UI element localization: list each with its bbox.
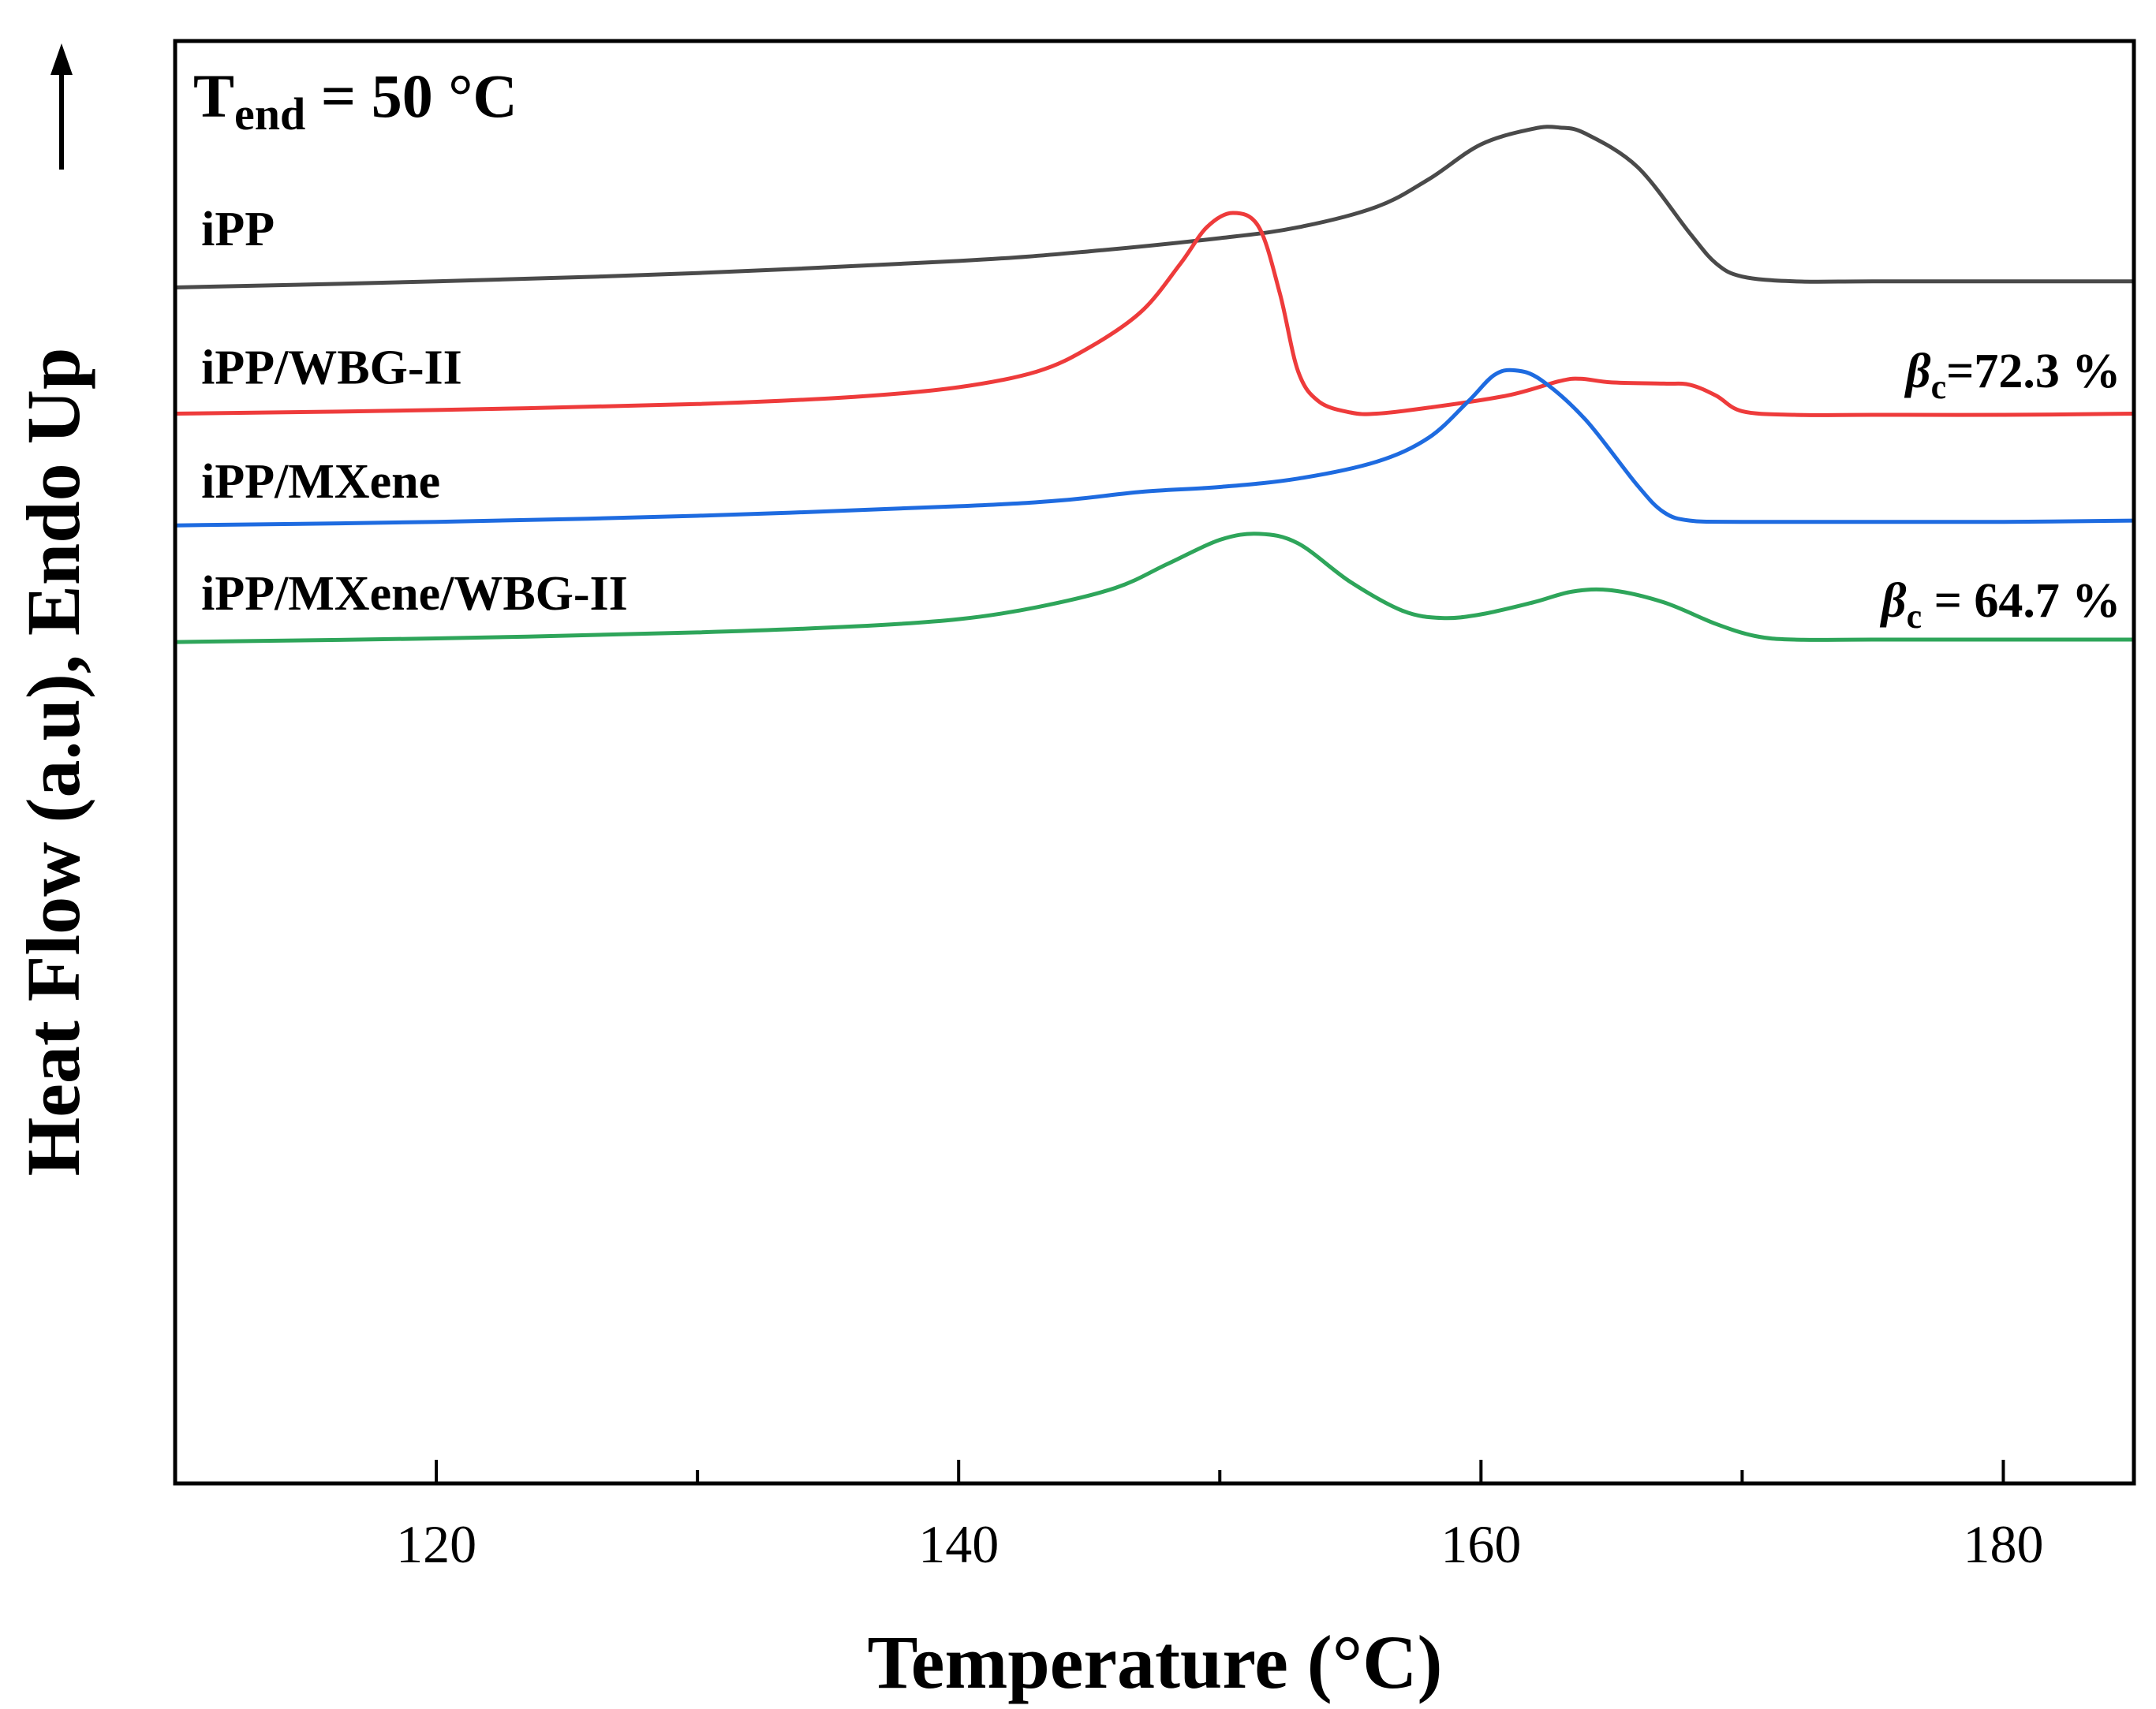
plot-layer: [173, 125, 2136, 644]
title-subscript: end: [234, 88, 305, 140]
x-tick-label: 160: [1440, 1514, 1521, 1574]
beta-subscript: c: [1931, 368, 1947, 406]
title-main: T: [193, 62, 234, 130]
beta-annotation-ipp-wbg-ii: βc=72.3 %: [1904, 345, 2121, 406]
series-line-ipp-wbg-ii: [173, 211, 2136, 417]
chart-title: Tend = 50 °C: [193, 62, 518, 140]
beta-value: =72.3 %: [1946, 345, 2121, 398]
series-line-ipp-mxene: [173, 368, 2136, 528]
beta-subscript: c: [1907, 597, 1922, 636]
x-axis-label: Temperature (°C): [868, 1620, 1443, 1704]
plot-frame: [173, 39, 2136, 1486]
series-label-ipp-mxene-wbg-ii: iPP/MXene/WBG-II: [201, 567, 628, 621]
x-tick-label: 140: [918, 1514, 999, 1574]
series-line-ipp: [173, 125, 2136, 289]
beta-value: = 64.7 %: [1922, 574, 2121, 628]
x-tick-layer: 120 140 160 180: [396, 1460, 2043, 1574]
series-label-ipp-wbg-ii: iPP/WBG-II: [201, 341, 462, 394]
series-label-ipp: iPP: [201, 203, 275, 256]
beta-symbol: β: [1880, 574, 1907, 628]
x-tick-label: 120: [396, 1514, 476, 1574]
title-rest: = 50 °C: [305, 62, 517, 130]
series-line-ipp-mxene-wbg-ii: [173, 532, 2136, 644]
beta-annotation-ipp-mxene-wbg-ii: βc = 64.7 %: [1880, 574, 2121, 636]
endo-up-arrow: [50, 43, 73, 170]
y-axis-label: Heat Flow (a.u), Endo Up: [11, 348, 95, 1177]
series-label-ipp-mxene: iPP/MXene: [201, 455, 440, 509]
endo-up-arrow-head: [50, 43, 73, 75]
beta-symbol: β: [1904, 345, 1931, 398]
x-tick-label: 180: [1963, 1514, 2043, 1574]
